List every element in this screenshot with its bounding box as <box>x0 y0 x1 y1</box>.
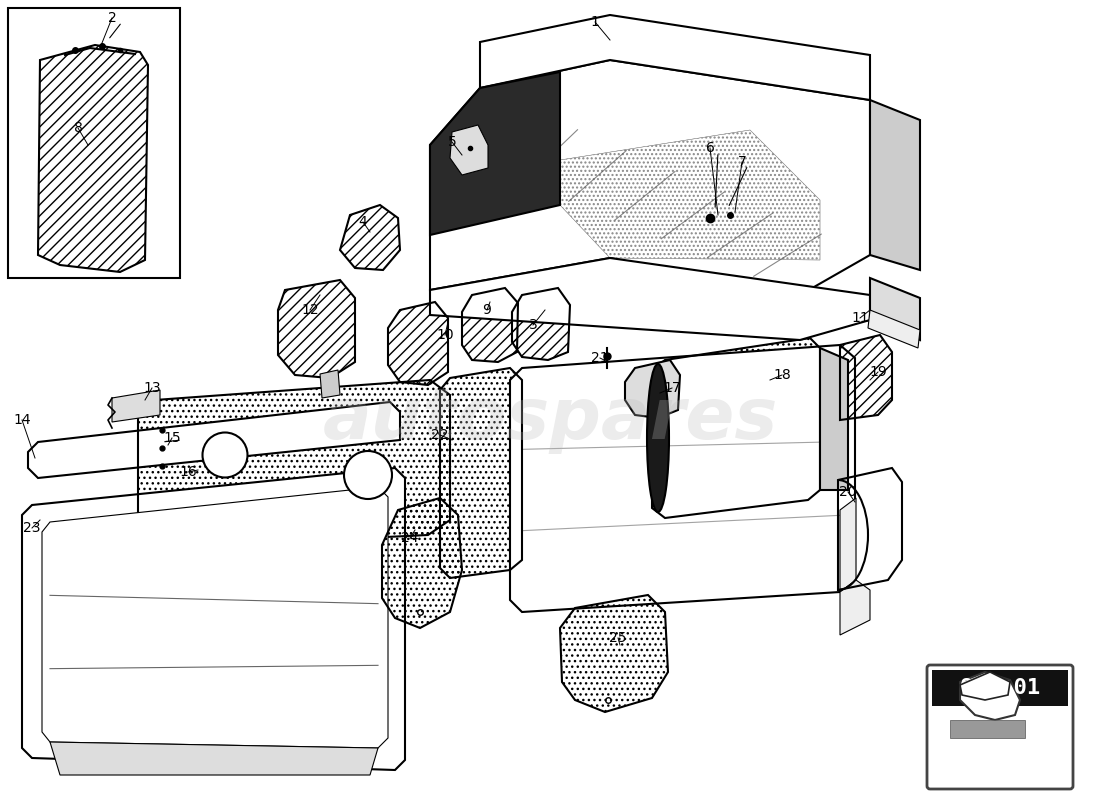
PathPatch shape <box>960 672 1020 720</box>
PathPatch shape <box>430 72 560 235</box>
PathPatch shape <box>840 498 856 592</box>
PathPatch shape <box>510 345 855 612</box>
Text: 24: 24 <box>402 531 419 545</box>
Ellipse shape <box>647 364 669 512</box>
PathPatch shape <box>868 310 920 348</box>
PathPatch shape <box>450 125 488 175</box>
PathPatch shape <box>320 370 340 398</box>
Text: 21: 21 <box>591 351 608 365</box>
PathPatch shape <box>840 580 870 635</box>
Text: 18: 18 <box>773 368 791 382</box>
Text: 19: 19 <box>869 365 887 379</box>
Ellipse shape <box>344 451 392 499</box>
Text: 12: 12 <box>301 303 319 317</box>
PathPatch shape <box>960 672 1010 700</box>
Bar <box>8 8 180 278</box>
Text: 11: 11 <box>851 311 869 325</box>
PathPatch shape <box>625 360 680 418</box>
PathPatch shape <box>112 390 160 422</box>
Text: 1: 1 <box>591 15 600 29</box>
Bar <box>932 670 1068 706</box>
Text: 7: 7 <box>738 155 747 169</box>
Text: 6: 6 <box>705 141 714 155</box>
PathPatch shape <box>22 468 405 770</box>
Text: 10: 10 <box>437 328 454 342</box>
Text: 825 01: 825 01 <box>960 678 1041 698</box>
Text: 14: 14 <box>13 413 31 427</box>
Text: 16: 16 <box>179 465 197 479</box>
Text: 22: 22 <box>431 428 449 442</box>
Bar <box>950 720 1025 738</box>
Text: 5: 5 <box>448 135 456 149</box>
Text: 17: 17 <box>663 381 681 395</box>
Text: 20: 20 <box>839 485 857 499</box>
PathPatch shape <box>870 278 920 340</box>
Text: 9: 9 <box>483 303 492 317</box>
Text: 4: 4 <box>359 215 367 229</box>
Text: 15: 15 <box>163 431 180 445</box>
Text: autospares: autospares <box>322 386 778 454</box>
Text: 2: 2 <box>108 11 117 25</box>
PathPatch shape <box>430 258 870 340</box>
Text: 13: 13 <box>143 381 161 395</box>
PathPatch shape <box>480 15 870 100</box>
FancyBboxPatch shape <box>927 665 1072 789</box>
PathPatch shape <box>42 487 388 748</box>
Text: 8: 8 <box>74 121 82 135</box>
PathPatch shape <box>820 348 848 490</box>
Ellipse shape <box>202 433 248 478</box>
Text: 3: 3 <box>529 318 538 332</box>
PathPatch shape <box>28 402 400 478</box>
PathPatch shape <box>50 742 378 775</box>
PathPatch shape <box>870 100 920 270</box>
Text: 23: 23 <box>23 521 41 535</box>
Text: 25: 25 <box>609 631 627 645</box>
